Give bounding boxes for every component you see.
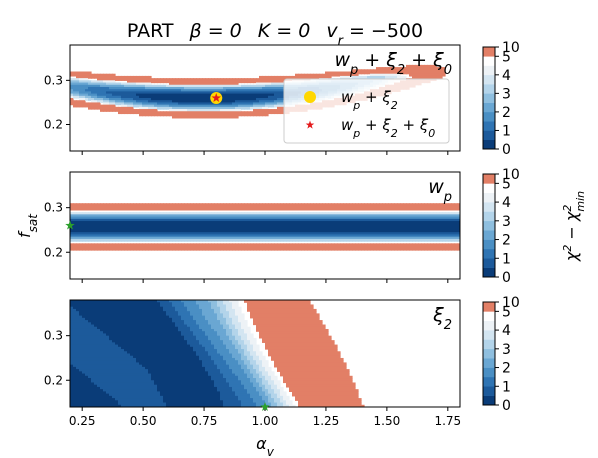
colorbar-segment [483, 395, 495, 406]
panel-title: wp [428, 176, 452, 205]
colorbar: 0 1 2 3 4 510 [482, 40, 520, 158]
x-tick-label: 1.00 [252, 414, 279, 428]
legend-box [283, 78, 450, 144]
legend-label: wp + ξ2 [341, 88, 398, 112]
best-fit-star-marker [211, 93, 222, 103]
colorbar-segment [483, 220, 495, 231]
y-tick-label: 0.3 [44, 73, 63, 87]
colorbar-tick-label: 2 [502, 105, 511, 121]
colorbar-segment [483, 376, 495, 387]
colorbar-segment [483, 47, 495, 57]
colorbar: 0 1 2 3 4 510 [482, 167, 520, 286]
colorbar-tick-label: 4 [502, 68, 511, 84]
colorbar-segment [483, 320, 495, 331]
best-fit-star-marker [260, 402, 270, 412]
colorbar-segment [483, 230, 495, 240]
contour-fill [70, 300, 365, 407]
colorbar-tick-label: 0 [502, 270, 511, 286]
colorbar-segment [483, 348, 495, 359]
colorbar-tick-label: 10 [502, 295, 520, 311]
colorbar-segment [483, 202, 495, 212]
colorbar-tick-label: 10 [502, 167, 520, 183]
colorbar-tick-label: 5 [502, 304, 511, 320]
colorbar-tick-label: 5 [502, 49, 511, 65]
colorbar-segment [483, 302, 495, 312]
colorbar-segment [483, 358, 495, 368]
legend: wp + ξ2 wp + ξ2 + ξ0 [283, 78, 450, 144]
panel-top: 0.2 0.3 wp + ξ2 + ξ0 wp + ξ2 wp + ξ2 + ξ0 [44, 44, 461, 155]
colorbar-tick-label: 2 [502, 233, 511, 249]
colorbar-segment [483, 139, 495, 150]
y-tick-label: 0.2 [44, 245, 63, 259]
colorbar-tick-label: 4 [502, 323, 511, 339]
colorbar-frame [482, 301, 496, 406]
colorbar: 0 1 2 3 4 510 [482, 295, 520, 414]
colorbar-tick-label: 3 [502, 342, 511, 358]
colorbar-tick-label: 1 [502, 379, 511, 395]
x-tick-label: 1.50 [374, 414, 401, 428]
panel-title: wp + ξ2 + ξ0 [334, 49, 452, 78]
colorbar-segment [483, 258, 495, 268]
colorbar-tick-label: 1 [502, 251, 511, 267]
colorbar-segment [483, 93, 495, 103]
colorbar-segment [483, 211, 495, 222]
best-fit-star-marker [65, 220, 75, 230]
colorbar-segment [483, 102, 495, 113]
legend-label: wp + ξ2 + ξ0 [341, 116, 435, 140]
markers [65, 220, 75, 230]
panel-title: ξ2 [432, 304, 452, 333]
colorbar-segment [483, 121, 495, 131]
colorbar-segment [483, 65, 495, 76]
legend-star-marker [305, 120, 315, 129]
colorbar-segment [483, 56, 495, 66]
colorbar-tick-label: 4 [502, 195, 511, 211]
colorbar-tick-label: 0 [502, 398, 511, 414]
y-tick-label: 0.3 [44, 329, 63, 343]
x-axis-label: αv [256, 434, 275, 458]
x-tick-label: 1.75 [434, 414, 461, 428]
y-axis-label: fsat [15, 213, 40, 238]
colorbar-segment [483, 111, 495, 122]
colorbar-segment [483, 267, 495, 278]
colorbar-segment [483, 183, 495, 194]
colorbar-tick-label: 2 [502, 361, 511, 377]
colorbar-segment [483, 130, 495, 141]
x-tick-label: 0.50 [130, 414, 157, 428]
panel-middle: 0.2 0.3 wp [44, 171, 461, 283]
colorbar-tick-label: 3 [502, 214, 511, 230]
x-tick-label: 0.75 [191, 414, 218, 428]
markers [210, 92, 223, 104]
panel-bottom: 0.25 0.50 0.75 1.00 1.25 1.50 1.75 0.2 0.3 ξ2 [44, 299, 461, 428]
contour-fill [70, 203, 460, 251]
y-tick-label: 0.2 [44, 373, 63, 387]
colorbar-tick-label: 3 [502, 86, 511, 102]
x-tick-label: 1.25 [313, 414, 340, 428]
colorbar-segment [483, 174, 495, 184]
colorbar-tick-label: 10 [502, 40, 520, 56]
colorbar-segment [483, 239, 495, 250]
colorbar-segment [483, 330, 495, 340]
y-tick-label: 0.2 [44, 118, 63, 132]
colorbar-segment [483, 367, 495, 378]
colorbar-segment [483, 248, 495, 259]
colorbar-segment [483, 74, 495, 85]
colorbar-tick-label: 5 [502, 176, 511, 192]
colorbar-frame [482, 173, 496, 278]
colorbar-segment [483, 192, 495, 203]
colorbar-tick-label: 0 [502, 142, 511, 158]
colorbar-segment [483, 339, 495, 350]
y-tick-label: 0.3 [44, 201, 63, 215]
colorbar-frame [482, 46, 496, 150]
legend-circle-marker [304, 91, 316, 103]
colorbar-label: χ2 − χ2min [561, 191, 587, 262]
x-tick-label: 0.25 [69, 414, 96, 428]
colorbar-segment [483, 386, 495, 396]
colorbar-segment [483, 84, 495, 94]
colorbar-tick-label: 1 [502, 123, 511, 139]
markers [260, 402, 270, 412]
colorbar-segment [483, 311, 495, 322]
